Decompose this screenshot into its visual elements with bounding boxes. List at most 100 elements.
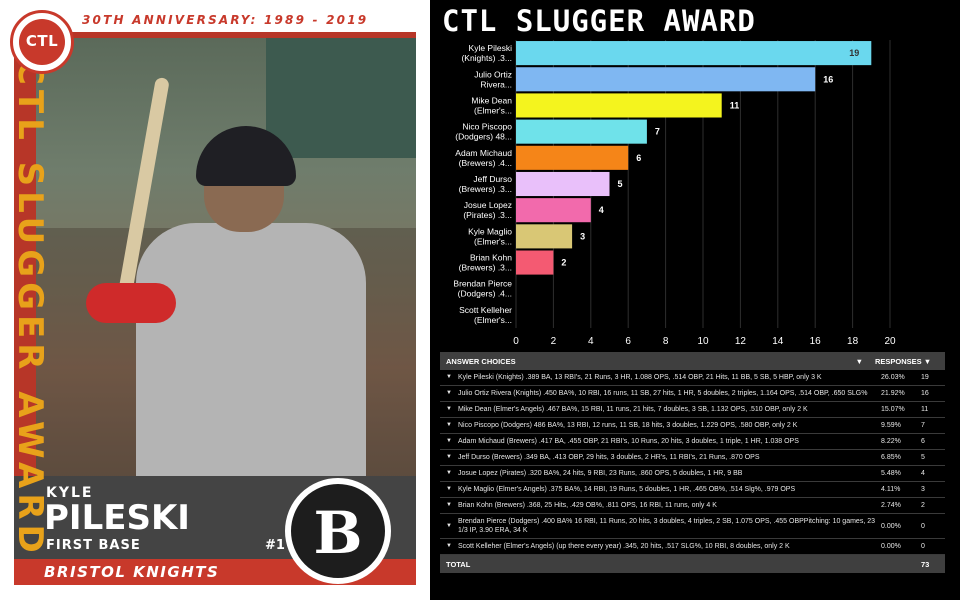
x-tick-label: 16 (810, 336, 822, 346)
table-row[interactable]: ▼ Mike Dean (Elmer's Angels) .467 BA%, 15… (440, 402, 945, 418)
y-tick-label: Rivera... (480, 79, 512, 89)
expand-arrow-icon[interactable]: ▼ (446, 470, 452, 476)
expand-arrow-icon[interactable]: ▼ (446, 406, 452, 412)
bar (516, 67, 816, 92)
photo-background-building (266, 38, 416, 158)
answer-text: Mike Dean (Elmer's Angels) .467 BA%, 15 … (458, 406, 808, 413)
response-count: 2 (921, 502, 925, 509)
y-tick-label: Mike Dean (471, 95, 512, 105)
table-row[interactable]: ▼ Brian Kohn (Brewers) .368, 25 Hits, .42… (440, 498, 945, 514)
x-tick-label: 12 (735, 336, 747, 346)
y-tick-label: (Elmer's... (474, 315, 512, 325)
expand-arrow-icon[interactable]: ▼ (446, 438, 452, 444)
x-tick-label: 0 (513, 336, 519, 346)
answer-text: Nico Piscopo (Dodgers) 486 BA%, 13 RBI, … (458, 422, 798, 429)
table-row[interactable]: ▼ Julio Ortiz Rivera (Knights) .450 BA%, … (440, 386, 945, 402)
table-total-row: TOTAL 73 (440, 555, 945, 573)
y-tick-label: Jeff Durso (473, 174, 512, 184)
data-label: 7 (655, 127, 660, 137)
response-percent: 6.85% (881, 454, 901, 461)
responses-table: ANSWER CHOICES ▼ RESPONSES ▼ ▼ Kyle Piles… (440, 352, 945, 573)
x-tick-label: 4 (588, 336, 594, 346)
response-percent: 9.59% (881, 422, 901, 429)
y-tick-label: (Dodgers) .4... (458, 289, 512, 299)
table-body: ▼ Kyle Pileski (Knights) .389 BA, 13 RBI'… (440, 370, 945, 555)
answer-text: Brendan Pierce (Dodgers) .400 BA% 16 RBI… (458, 518, 875, 534)
expand-arrow-icon[interactable]: ▼ (446, 486, 452, 492)
data-label: 11 (730, 100, 740, 110)
table-row[interactable]: ▼ Kyle Maglio (Elmer's Angels) .375 BA%, … (440, 482, 945, 498)
chart-title: CTL SLUGGER AWARD (442, 4, 756, 38)
y-tick-label: (Brewers) .3... (459, 184, 512, 194)
total-label: TOTAL (446, 559, 471, 569)
expand-arrow-icon[interactable]: ▼ (446, 374, 452, 380)
x-tick-label: 20 (884, 336, 896, 346)
response-count: 6 (921, 438, 925, 445)
response-percent: 21.92% (881, 390, 905, 397)
y-tick-label: Scott Kelleher (459, 305, 512, 315)
response-count: 0 (921, 522, 925, 530)
x-tick-label: 2 (551, 336, 557, 346)
player-last-name: PILESKI (44, 498, 190, 538)
y-tick-label: Josue Lopez (464, 200, 512, 210)
bar (516, 93, 722, 118)
response-count: 0 (921, 543, 925, 550)
table-row[interactable]: ▼ Josue Lopez (Pirates) .320 BA%, 24 hits… (440, 466, 945, 482)
table-row[interactable]: ▼ Scott Kelleher (Elmer's Angels) (up the… (440, 539, 945, 555)
bar (516, 250, 554, 275)
response-count: 11 (921, 406, 929, 413)
response-percent: 26.03% (881, 374, 905, 381)
sort-caret-icon: ▼ (923, 356, 932, 366)
expand-arrow-icon[interactable]: ▼ (446, 522, 452, 529)
bar (516, 41, 872, 66)
y-tick-label: (Elmer's... (474, 105, 512, 115)
answer-text: Brian Kohn (Brewers) .368, 25 Hits, .429… (458, 502, 717, 509)
x-tick-label: 6 (625, 336, 631, 346)
answer-text: Scott Kelleher (Elmer's Angels) (up ther… (458, 543, 790, 550)
response-percent: 0.00% (881, 522, 901, 530)
bar (516, 171, 610, 197)
y-tick-label: Kyle Pileski (469, 43, 513, 53)
header-answer-choices[interactable]: ANSWER CHOICES ▼ (440, 357, 869, 366)
response-count: 16 (921, 390, 929, 397)
league-logo-ring (19, 19, 65, 65)
data-label: 2 (561, 258, 566, 268)
expand-arrow-icon[interactable]: ▼ (446, 502, 452, 508)
league-logo-text: CTL (25, 32, 59, 50)
total-value: 73 (921, 559, 930, 569)
answer-text: Kyle Maglio (Elmer's Angels) .375 BA%, 1… (458, 486, 796, 493)
data-label: 19 (849, 48, 859, 58)
expand-arrow-icon[interactable]: ▼ (446, 543, 452, 549)
table-row[interactable]: ▼ Kyle Pileski (Knights) .389 BA, 13 RBI'… (440, 370, 945, 386)
table-row[interactable]: ▼ Nico Piscopo (Dodgers) 486 BA%, 13 RBI,… (440, 418, 945, 434)
y-tick-label: Nico Piscopo (462, 122, 512, 132)
expand-arrow-icon[interactable]: ▼ (446, 422, 452, 428)
bar (516, 145, 629, 170)
expand-arrow-icon[interactable]: ▼ (446, 454, 452, 460)
y-tick-label: (Elmer's... (474, 236, 512, 246)
sort-caret-icon: ▼ (855, 356, 863, 366)
answer-text: Kyle Pileski (Knights) .389 BA, 13 RBI's… (458, 374, 822, 381)
team-logo: B (285, 478, 391, 584)
y-tick-label: (Dodgers) 48... (455, 132, 512, 142)
response-percent: 5.48% (881, 470, 901, 477)
header-responses[interactable]: RESPONSES ▼ (875, 356, 932, 366)
answer-text: Jeff Durso (Brewers) .349 BA, .413 OBP, … (458, 454, 760, 461)
y-tick-label: (Knights) .3... (461, 53, 512, 63)
y-tick-label: Kyle Maglio (468, 226, 512, 236)
response-percent: 15.07% (881, 406, 905, 413)
table-row[interactable]: ▼ Jeff Durso (Brewers) .349 BA, .413 OBP,… (440, 450, 945, 466)
table-row[interactable]: ▼ Brendan Pierce (Dodgers) .400 BA% 16 RB… (440, 514, 945, 539)
player-number: #1 (265, 538, 285, 553)
team-name: BRISTOL KNIGHTS (44, 563, 220, 581)
table-row[interactable]: ▼ Adam Michaud (Brewers) .417 BA, .455 OB… (440, 434, 945, 450)
expand-arrow-icon[interactable]: ▼ (446, 390, 452, 396)
data-label: 5 (618, 179, 623, 189)
y-tick-label: (Pirates) .3... (463, 210, 512, 220)
answer-text: Adam Michaud (Brewers) .417 BA, .455 OBP… (458, 438, 799, 445)
response-count: 7 (921, 422, 925, 429)
player-card: 30TH ANNIVERSARY: 1989 - 2019 CTL CTL SL… (0, 0, 430, 600)
table-header: ANSWER CHOICES ▼ RESPONSES ▼ (440, 352, 945, 370)
y-tick-label: Brian Kohn (470, 253, 512, 263)
data-label: 4 (599, 205, 604, 215)
